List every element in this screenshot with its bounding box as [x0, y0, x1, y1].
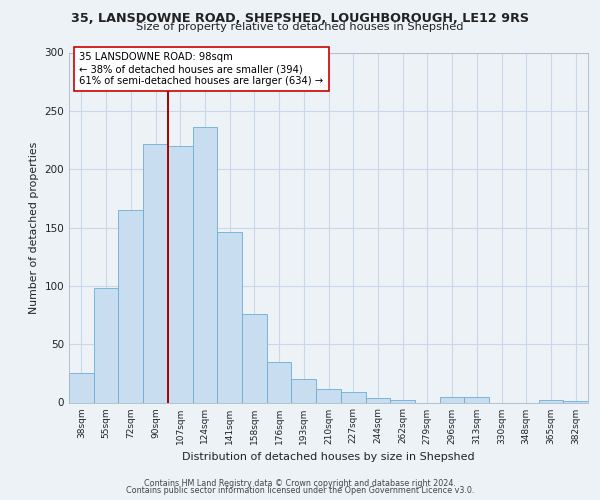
Bar: [143, 144, 168, 402]
Bar: [267, 362, 292, 403]
X-axis label: Distribution of detached houses by size in Shepshed: Distribution of detached houses by size …: [182, 452, 475, 462]
Bar: [440, 396, 464, 402]
Bar: [464, 396, 489, 402]
Bar: [316, 388, 341, 402]
Bar: [365, 398, 390, 402]
Bar: [390, 400, 415, 402]
Bar: [242, 314, 267, 402]
Text: 35, LANSDOWNE ROAD, SHEPSHED, LOUGHBOROUGH, LE12 9RS: 35, LANSDOWNE ROAD, SHEPSHED, LOUGHBOROU…: [71, 12, 529, 24]
Bar: [168, 146, 193, 403]
Bar: [539, 400, 563, 402]
Text: 35 LANSDOWNE ROAD: 98sqm
← 38% of detached houses are smaller (394)
61% of semi-: 35 LANSDOWNE ROAD: 98sqm ← 38% of detach…: [79, 52, 323, 86]
Bar: [341, 392, 365, 402]
Text: Size of property relative to detached houses in Shepshed: Size of property relative to detached ho…: [136, 22, 464, 32]
Bar: [69, 374, 94, 402]
Bar: [193, 127, 217, 402]
Bar: [292, 379, 316, 402]
Bar: [217, 232, 242, 402]
Y-axis label: Number of detached properties: Number of detached properties: [29, 142, 39, 314]
Text: Contains HM Land Registry data © Crown copyright and database right 2024.: Contains HM Land Registry data © Crown c…: [144, 478, 456, 488]
Bar: [94, 288, 118, 403]
Text: Contains public sector information licensed under the Open Government Licence v3: Contains public sector information licen…: [126, 486, 474, 495]
Bar: [118, 210, 143, 402]
